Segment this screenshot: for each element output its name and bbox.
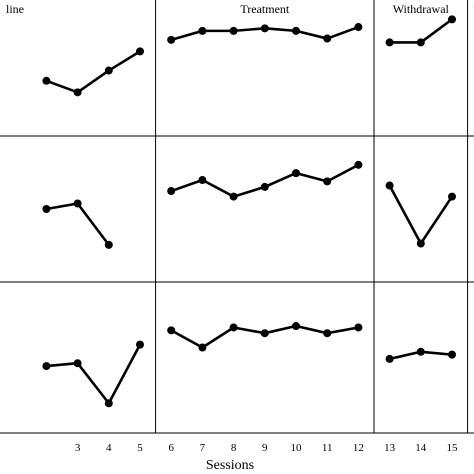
panel-2-segment-3 — [388, 184, 454, 245]
panel-1 — [42, 15, 456, 97]
panel-2-point-2-6 — [323, 177, 332, 186]
panel-2-point-3-1 — [385, 181, 394, 190]
panel-2-point-1-2 — [73, 199, 82, 208]
x-tick-label-7: 7 — [200, 442, 206, 454]
panel-1-point-3-2 — [416, 38, 425, 47]
panel-2-point-2-7 — [354, 160, 363, 169]
x-tick-label-12: 12 — [353, 442, 364, 454]
panel-dividers — [0, 135, 474, 434]
panel-2-point-2-2 — [198, 176, 207, 185]
panel-2-point-2-3 — [229, 192, 238, 201]
panel-3-point-2-3 — [229, 323, 238, 332]
panel-2-point-2-4 — [260, 182, 269, 191]
panel-2 — [42, 160, 456, 249]
panel-1-point-2-2 — [198, 26, 207, 35]
panel-1-segment-1 — [45, 50, 141, 94]
phase-label-3: Withdrawal — [393, 2, 450, 16]
panel-1-point-3-1 — [385, 38, 394, 47]
x-tick-label-9: 9 — [262, 442, 268, 454]
panel-1-point-1-1 — [42, 76, 51, 85]
panel-3 — [42, 322, 456, 408]
panel-3-point-3-3 — [448, 350, 456, 359]
phase-change-lines — [155, 0, 469, 433]
panel-2-segment-1 — [46, 202, 110, 246]
x-tick-label-3: 3 — [75, 442, 81, 454]
x-axis-title: Sessions — [206, 458, 254, 473]
x-tick-label-13: 13 — [384, 442, 396, 454]
panel-2-point-3-3 — [448, 192, 456, 201]
panel-3-point-2-1 — [167, 326, 176, 335]
panel-1-point-2-4 — [260, 24, 269, 33]
panel-3-point-3-2 — [416, 347, 425, 356]
panel-3-point-2-7 — [354, 323, 363, 332]
panel-2-point-2-1 — [167, 187, 176, 196]
panel-3-point-3-1 — [385, 354, 394, 363]
panel-2-point-1-1 — [42, 205, 51, 213]
panel-1-point-1-4 — [136, 47, 144, 56]
panel-1-point-1-3 — [104, 66, 113, 75]
phase-labels: lineTreatmentWithdrawalTreatme — [6, 2, 474, 16]
panel-2-point-3-2 — [416, 239, 425, 248]
x-tick-label-10: 10 — [291, 442, 303, 454]
panel-3-point-2-6 — [323, 329, 332, 338]
x-axis-tick-labels: 3456789101112131415161718 — [75, 442, 459, 454]
phase-label-2: Treatment — [240, 2, 290, 16]
panel-1-point-2-5 — [292, 26, 300, 35]
panel-1-point-2-7 — [354, 23, 363, 32]
panel-3-point-2-5 — [292, 322, 300, 331]
x-tick-label-11: 11 — [322, 442, 333, 454]
panel-3-segment-1 — [46, 344, 142, 405]
x-tick-label-8: 8 — [231, 442, 237, 454]
panel-1-point-2-1 — [167, 35, 176, 44]
panel-3-point-1-1 — [42, 362, 51, 371]
panel-3-point-1-3 — [104, 399, 113, 408]
panel-3-point-1-4 — [136, 340, 144, 349]
panel-2-point-2-5 — [292, 169, 300, 178]
x-tick-label-14: 14 — [415, 442, 427, 454]
panel-3-point-2-2 — [198, 343, 207, 352]
x-tick-label-6: 6 — [168, 442, 174, 454]
panel-2-point-1-3 — [104, 240, 113, 249]
panel-3-point-1-2 — [73, 359, 82, 368]
x-tick-label-15: 15 — [447, 442, 459, 454]
data-series — [42, 15, 456, 408]
panel-1-point-2-3 — [229, 26, 238, 35]
panel-1-point-3-3 — [448, 15, 456, 24]
x-tick-label-4: 4 — [106, 442, 112, 454]
panel-3-point-2-4 — [260, 329, 269, 338]
x-tick-label-5: 5 — [137, 442, 143, 454]
panel-1-point-1-2 — [73, 88, 82, 97]
panel-1-point-2-6 — [323, 34, 332, 43]
phase-label-1: line — [6, 2, 24, 16]
